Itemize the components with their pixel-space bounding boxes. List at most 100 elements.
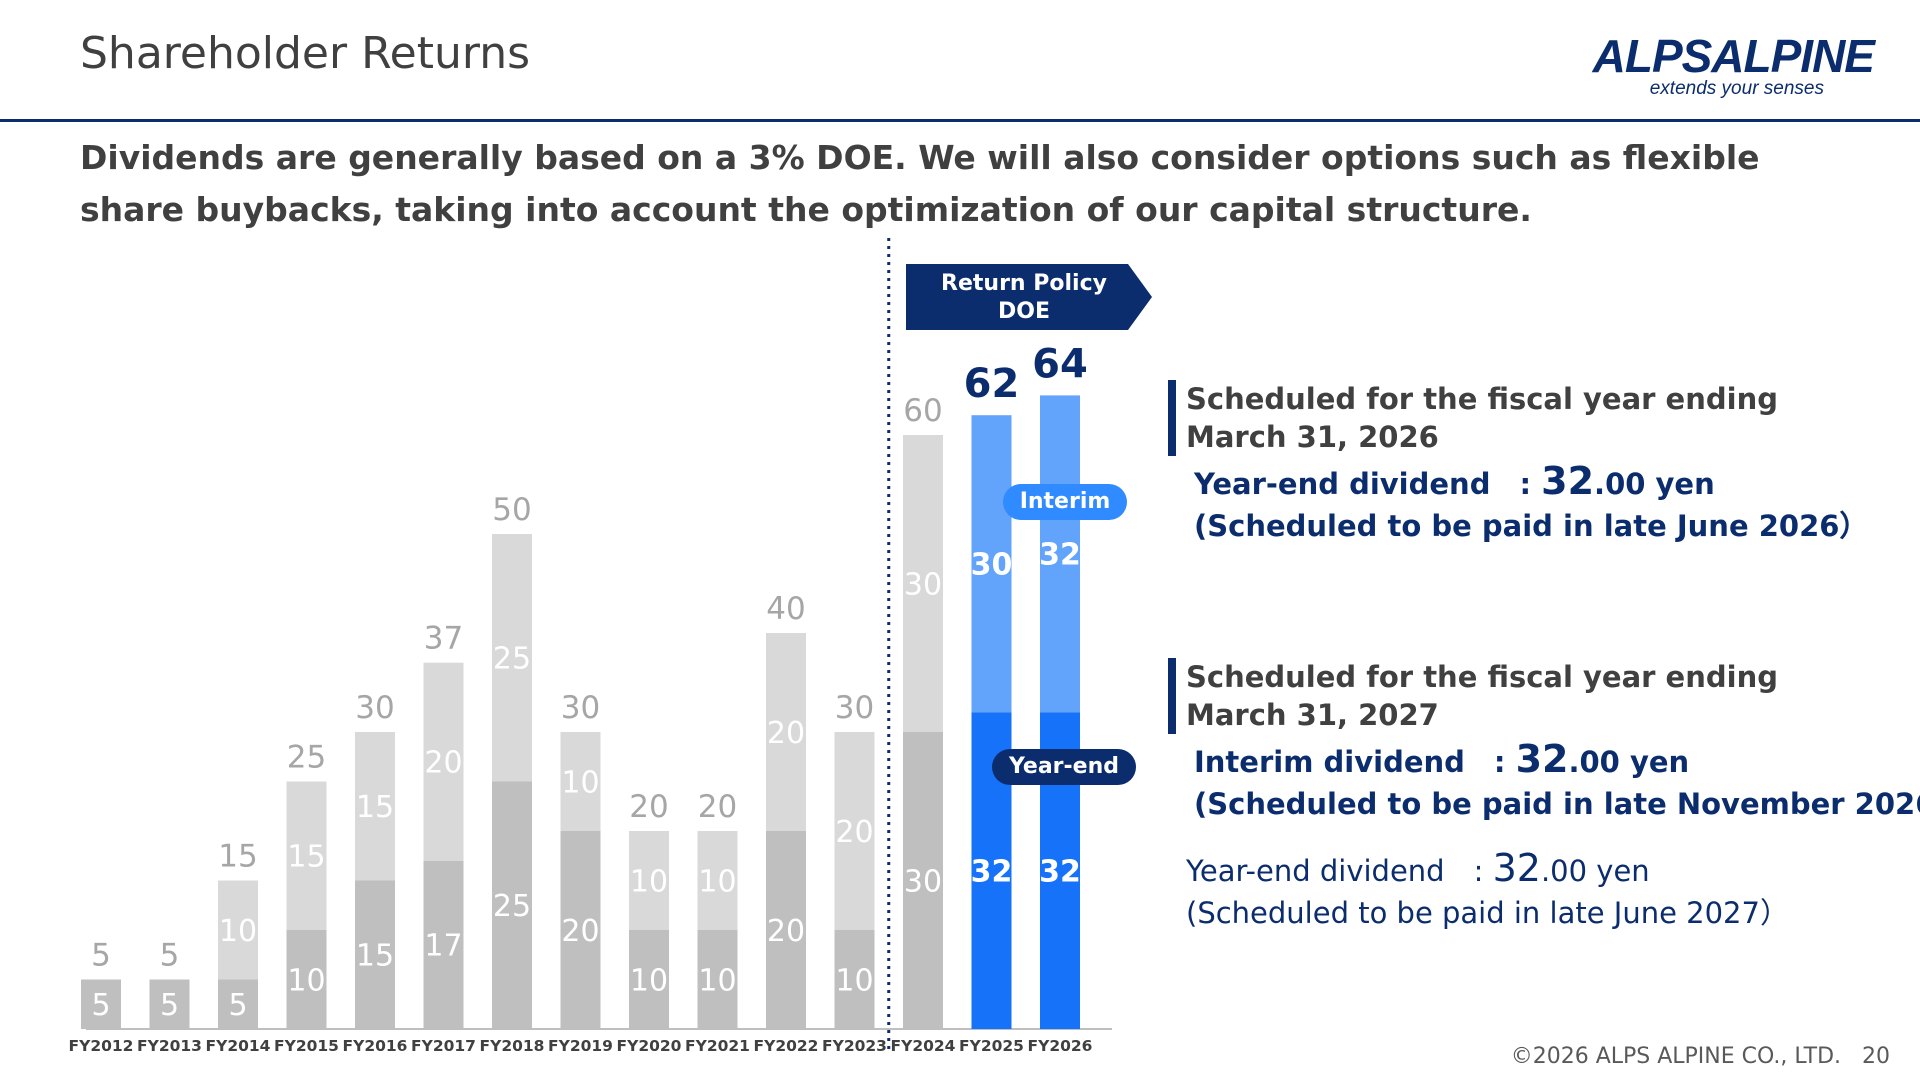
bar-year-end-FY2021	[697, 831, 738, 930]
dividend-amount-decimal: .00 yen	[1568, 745, 1690, 779]
page-footer: ©2026 ALPS ALPINE CO., LTD. 20	[1511, 1044, 1890, 1069]
bar-interim-FY2018	[492, 781, 532, 1029]
bar-total-label: 5	[160, 938, 180, 974]
dividend-line: Interim dividend : 32.00 yen	[1168, 738, 1888, 783]
bar-year-end-FY2018	[492, 534, 532, 782]
dividend-line: Year-end dividend : 32.00 yen	[1168, 460, 1888, 505]
x-tick-label: FY2025	[959, 1037, 1024, 1055]
bar-interim-FY2017	[423, 860, 464, 1029]
segment-label-year-end: 10	[219, 914, 257, 949]
return-policy-banner: Return Policy DOE	[906, 264, 1152, 330]
copyright: ©2026 ALPS ALPINE CO., LTD.	[1510, 1044, 1842, 1069]
bar-year-end-FY2015	[286, 781, 327, 930]
dividend-amount-decimal: .00 yen	[1540, 854, 1650, 888]
x-tick-label: FY2026	[1028, 1037, 1093, 1055]
segment-label-year-end: 20	[835, 815, 873, 850]
dividend-amount: 32	[1492, 846, 1541, 890]
segment-label-year-end: 32	[1039, 538, 1081, 573]
segment-label-interim: 10	[287, 963, 325, 998]
segment-label-interim: 20	[561, 914, 599, 949]
segment-label-interim: 32	[1039, 854, 1081, 889]
x-tick-label: FY2016	[343, 1037, 408, 1055]
bar-interim-FY2015	[286, 930, 327, 1029]
bar-interim-FY2023	[834, 930, 875, 1029]
bar-total-label: 37	[424, 621, 463, 657]
policy-line2: DOE	[998, 299, 1050, 324]
bar-total-label: 60	[903, 393, 942, 429]
segment-label-interim: 10	[835, 963, 873, 998]
x-tick-label: FY2019	[548, 1037, 613, 1055]
segment-label-year-end: 10	[698, 864, 736, 899]
segment-label-interim: 32	[971, 854, 1013, 889]
legend-interim-pill: Interim	[1003, 484, 1127, 520]
schedule-heading: Scheduled for the fiscal year ending Mar…	[1168, 658, 1888, 734]
dividend-amount: 32	[1541, 459, 1595, 503]
bar-interim-FY2021	[697, 930, 738, 1029]
segment-label-interim: 17	[424, 929, 462, 964]
bar-interim-FY2020	[629, 930, 669, 1029]
bar-total-label: 15	[218, 839, 257, 875]
segment-label-interim: 25	[493, 889, 531, 924]
schedule-heading-line1: Scheduled for the fiscal year ending	[1186, 382, 1778, 416]
segment-label-interim: 5	[91, 988, 110, 1023]
dividend-amount: 32	[1515, 737, 1569, 781]
bar-interim-FY2014	[218, 979, 258, 1029]
schedule-heading-line2: March 31, 2027	[1186, 698, 1439, 732]
dividend-line: Year-end dividend : 32.00 yen	[1168, 847, 1888, 892]
bar-total-label: 20	[698, 789, 737, 825]
x-tick-label: FY2017	[411, 1037, 476, 1055]
dividend-chart: 5 5 FY2012 5 5 FY2013 5 10 15 FY2014 10 15 25 FY2015 1…	[69, 238, 1112, 1055]
bar-total-label: 30	[835, 690, 874, 726]
company-logo: ALPSALPINE extends your senses	[1592, 30, 1875, 100]
legend-year-end-pill: Year-end	[992, 749, 1136, 785]
page-title: Shareholder Returns	[80, 28, 531, 79]
segment-label-interim: 10	[630, 963, 668, 998]
segment-label-year-end: 10	[561, 765, 599, 800]
page-number: 20	[1862, 1044, 1890, 1069]
x-tick-label: FY2022	[754, 1037, 819, 1055]
dividend-note: (Scheduled to be paid in late June 2027）	[1186, 896, 1789, 930]
bar-year-end-FY2014	[218, 880, 258, 980]
segment-label-interim: 5	[228, 988, 247, 1023]
segment-label-interim: 15	[356, 939, 394, 974]
segment-label-interim: 20	[767, 914, 805, 949]
dividend-label: Interim dividend :	[1194, 745, 1516, 779]
logo-tagline: extends your senses	[1649, 78, 1824, 99]
dividend-note: (Scheduled to be paid in late November 2…	[1194, 787, 1920, 821]
dividend-amount-decimal: .00 yen	[1594, 467, 1715, 501]
bar-total-label: 5	[91, 938, 111, 974]
schedule-heading-line2: March 31, 2026	[1186, 420, 1439, 454]
bar-total-label: 64	[1032, 341, 1088, 387]
logo-wordmark: ALPSALPINE	[1592, 30, 1875, 82]
bar-year-end-FY2026	[1040, 395, 1080, 713]
bar-year-end-FY2023	[834, 732, 875, 930]
bar-interim-FY2022	[766, 831, 806, 1029]
x-tick-label: FY2014	[206, 1037, 271, 1055]
x-tick-label: FY2013	[137, 1037, 202, 1055]
bar-interim-FY2016	[355, 880, 395, 1029]
x-tick-label: FY2023	[822, 1037, 887, 1055]
fy2026-schedule-panel: Scheduled for the fiscal year ending Mar…	[1168, 380, 1888, 547]
segment-label-interim: 5	[160, 988, 179, 1023]
policy-line1: Return Policy	[941, 271, 1107, 296]
segment-label-year-end: 10	[630, 864, 668, 899]
bar-total-label: 25	[287, 740, 326, 776]
bar-year-end-FY2016	[355, 732, 395, 881]
segment-label-year-end: 20	[767, 716, 805, 751]
x-tick-label: FY2012	[69, 1037, 134, 1055]
x-tick-label: FY2020	[617, 1037, 682, 1055]
bar-year-end-FY2024	[903, 435, 943, 732]
bar-interim-FY2024	[903, 732, 943, 1029]
segment-label-year-end: 30	[904, 567, 942, 602]
x-tick-label: FY2021	[685, 1037, 750, 1055]
bar-interim-FY2012	[81, 979, 121, 1029]
segment-label-year-end: 30	[971, 548, 1013, 583]
bar-year-end-FY2017	[423, 662, 464, 861]
bar-total-label: 62	[964, 361, 1020, 407]
dividend-note: (Scheduled to be paid in late June 2026）	[1194, 509, 1869, 543]
segment-label-interim: 30	[904, 864, 942, 899]
bar-total-label: 30	[561, 690, 600, 726]
bar-year-end-FY2020	[629, 831, 669, 930]
bar-interim-FY2013	[149, 979, 190, 1029]
bar-interim-FY2019	[560, 831, 601, 1029]
